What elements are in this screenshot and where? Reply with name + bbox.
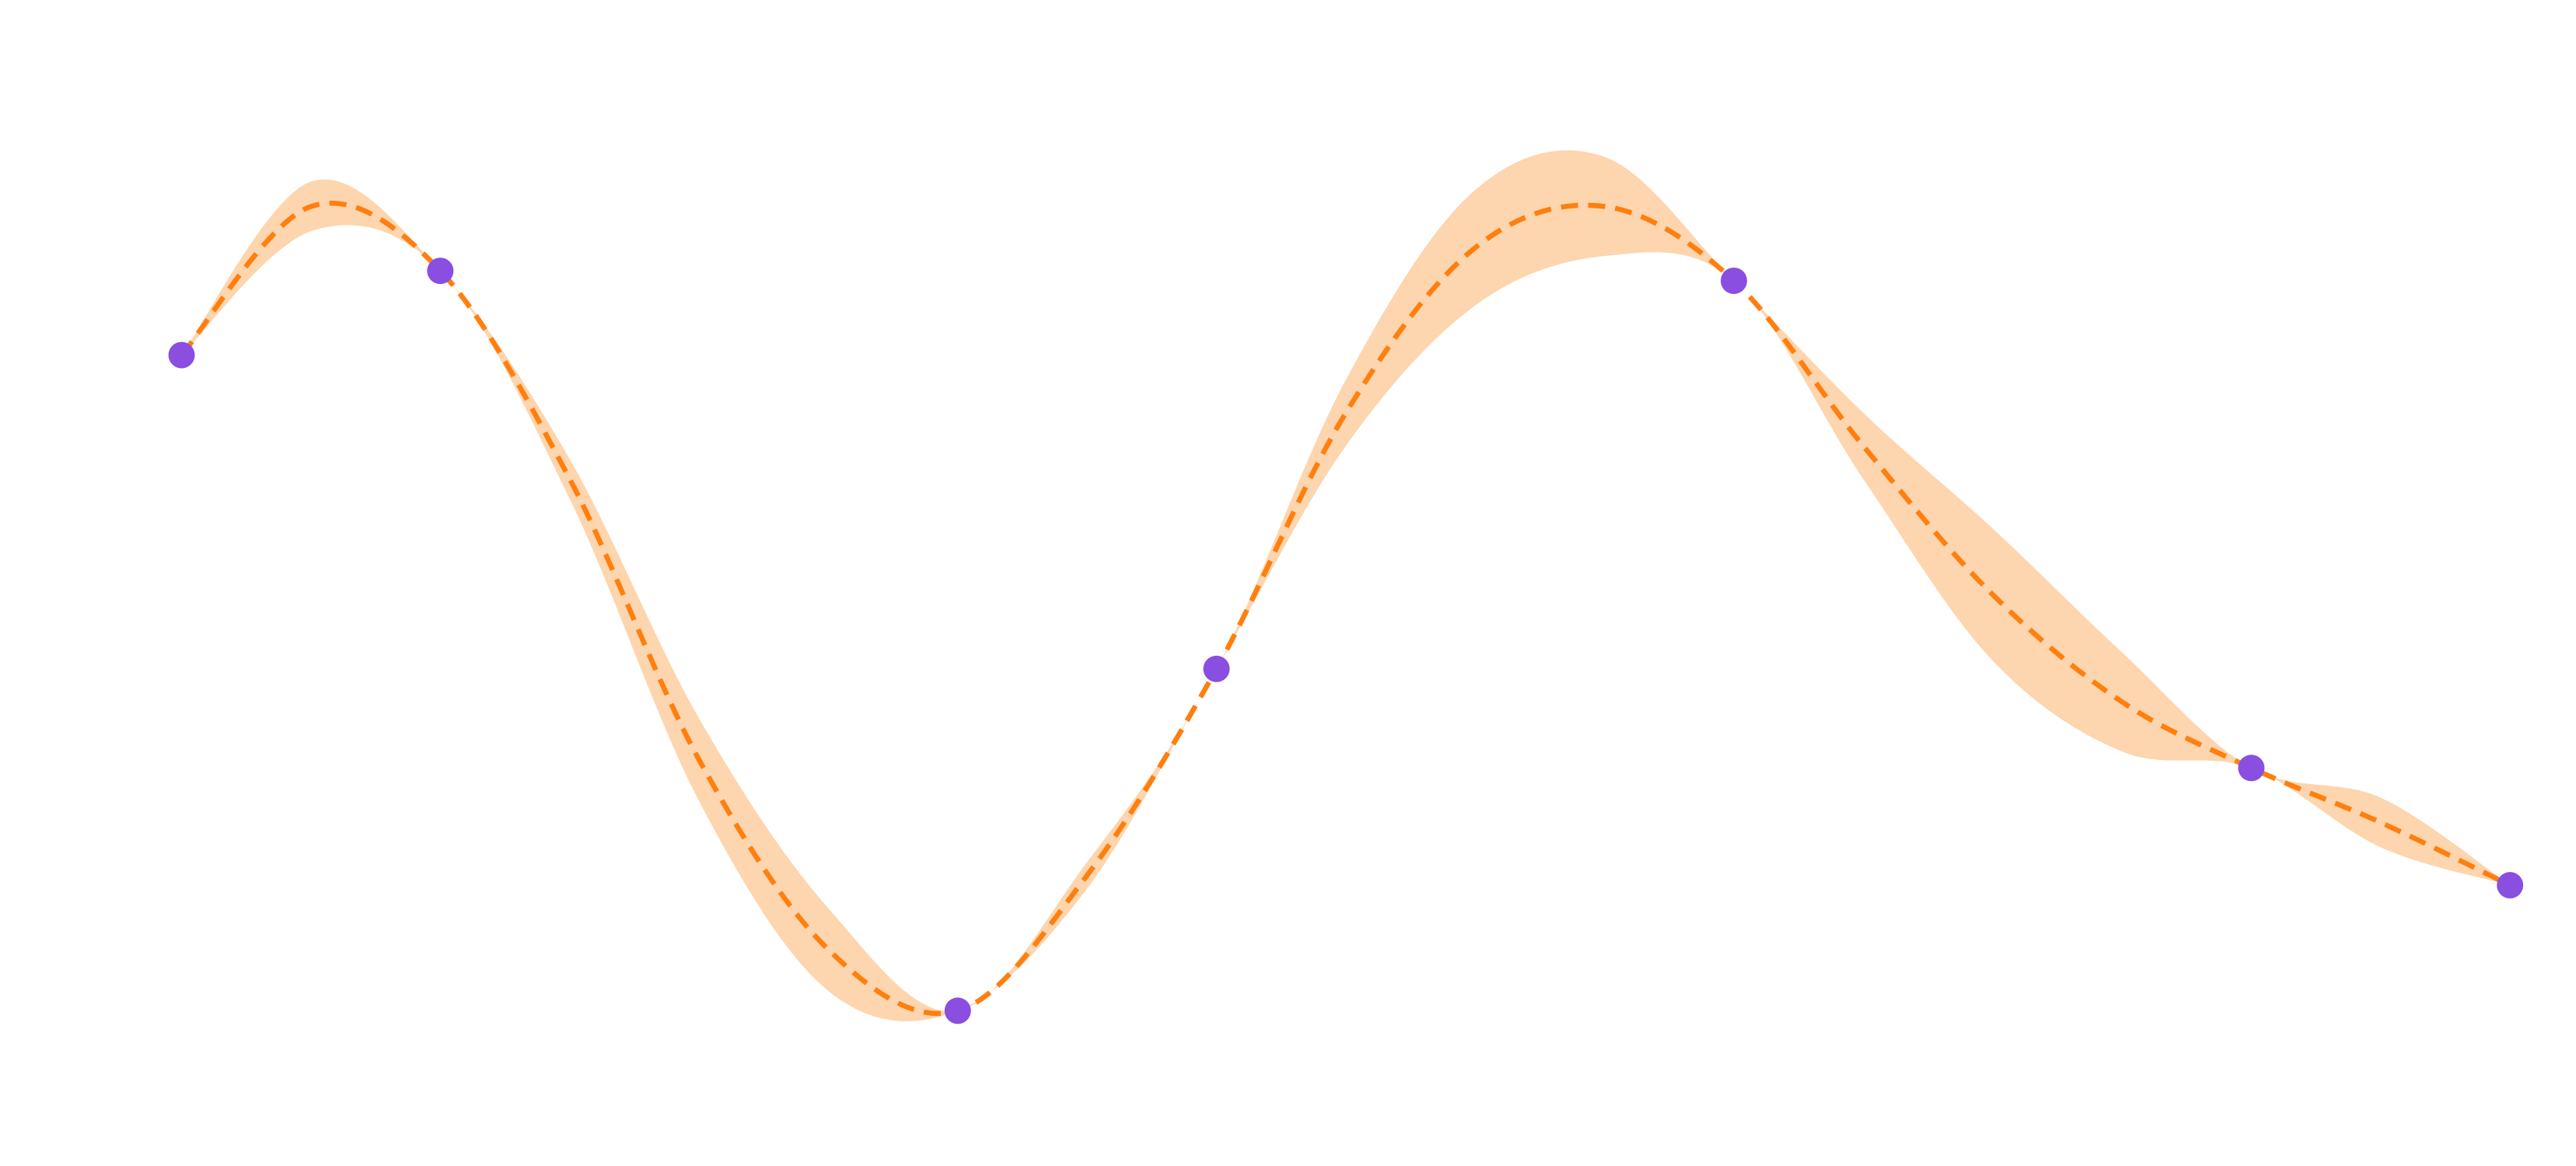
mean-line [180,201,2511,1017]
data-point [1203,655,1230,682]
data-point [944,997,971,1024]
confidence-band [181,150,2511,1021]
data-point [427,257,454,285]
data-point [2497,872,2524,899]
data-point [1720,267,1747,294]
data-point [2238,755,2265,782]
data-point [168,341,195,369]
